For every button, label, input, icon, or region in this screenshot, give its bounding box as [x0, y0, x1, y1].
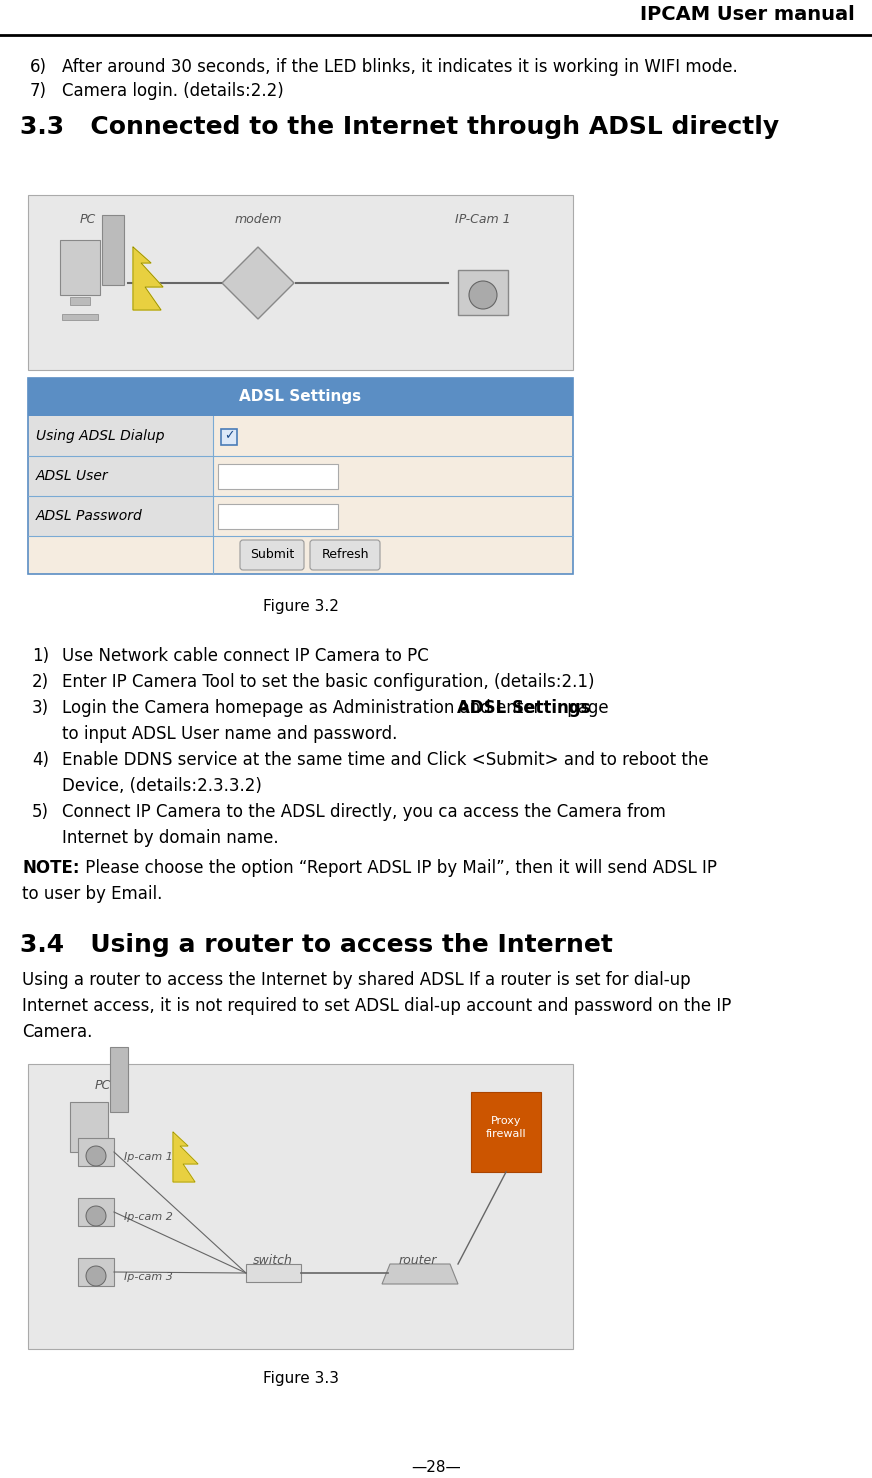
Bar — [78, 1138, 114, 1166]
Bar — [218, 464, 338, 489]
Text: ADSL Password: ADSL Password — [36, 508, 143, 523]
Text: page: page — [562, 699, 609, 717]
Text: to input ADSL User name and password.: to input ADSL User name and password. — [62, 726, 398, 743]
Text: 7): 7) — [30, 81, 47, 101]
Text: PC: PC — [80, 213, 96, 226]
Text: 3.4   Using a router to access the Internet: 3.4 Using a router to access the Interne… — [20, 933, 613, 956]
Text: 6): 6) — [30, 58, 47, 75]
Text: Please choose the option “Report ADSL IP by Mail”, then it will send ADSL IP: Please choose the option “Report ADSL IP… — [80, 859, 717, 876]
Text: Submit: Submit — [250, 548, 294, 562]
Text: ADSL Settings: ADSL Settings — [457, 699, 590, 717]
Text: NOTE:: NOTE: — [22, 859, 79, 876]
Bar — [28, 1064, 573, 1349]
Text: router: router — [399, 1253, 437, 1267]
Text: Login the Camera homepage as Administration and enter: Login the Camera homepage as Administrat… — [62, 699, 546, 717]
Text: Internet by domain name.: Internet by domain name. — [62, 829, 279, 847]
Text: ✓: ✓ — [224, 430, 235, 442]
Bar — [221, 429, 237, 445]
Text: IPCAM User manual: IPCAM User manual — [640, 4, 855, 24]
Bar — [28, 457, 213, 497]
Text: to user by Email.: to user by Email. — [22, 885, 162, 903]
Bar — [78, 1258, 114, 1286]
Bar — [78, 1199, 114, 1225]
Text: 2): 2) — [32, 672, 49, 692]
Text: IP-Cam 1: IP-Cam 1 — [455, 213, 511, 226]
Bar — [78, 1156, 100, 1162]
Text: Enter IP Camera Tool to set the basic configuration, (details:2.1): Enter IP Camera Tool to set the basic co… — [62, 672, 595, 692]
Bar — [60, 239, 100, 296]
Text: ADSL Settings: ADSL Settings — [240, 390, 362, 405]
Text: After around 30 seconds, if the LED blinks, it indicates it is working in WIFI m: After around 30 seconds, if the LED blin… — [62, 58, 738, 75]
Text: 1): 1) — [32, 647, 49, 665]
Text: 4): 4) — [32, 751, 49, 769]
Circle shape — [469, 281, 497, 309]
Bar — [102, 214, 124, 285]
Text: modem: modem — [235, 213, 282, 226]
Circle shape — [86, 1145, 106, 1166]
Text: Ip-cam 1: Ip-cam 1 — [124, 1151, 173, 1162]
Bar — [28, 415, 213, 457]
Text: Camera.: Camera. — [22, 1023, 92, 1041]
Text: Connect IP Camera to the ADSL directly, you ca access the Camera from: Connect IP Camera to the ADSL directly, … — [62, 803, 666, 820]
Circle shape — [86, 1267, 106, 1286]
Bar — [110, 1046, 128, 1111]
FancyBboxPatch shape — [240, 539, 304, 571]
Bar — [458, 270, 508, 315]
Bar — [213, 415, 573, 457]
Bar — [28, 497, 213, 537]
Text: Using ADSL Dialup: Using ADSL Dialup — [36, 429, 165, 443]
Text: PC: PC — [95, 1079, 111, 1092]
Circle shape — [86, 1206, 106, 1225]
Text: Camera login. (details:2.2): Camera login. (details:2.2) — [62, 81, 283, 101]
Bar — [70, 1103, 108, 1151]
Text: Ip-cam 2: Ip-cam 2 — [124, 1212, 173, 1222]
Bar — [28, 537, 573, 573]
FancyBboxPatch shape — [310, 539, 380, 571]
Bar — [246, 1264, 301, 1281]
Text: Enable DDNS service at the same time and Click <Submit> and to reboot the: Enable DDNS service at the same time and… — [62, 751, 709, 769]
Polygon shape — [222, 247, 294, 319]
Text: ADSL User: ADSL User — [36, 469, 109, 483]
Text: Using a router to access the Internet by shared ADSL If a router is set for dial: Using a router to access the Internet by… — [22, 971, 691, 989]
Polygon shape — [173, 1132, 198, 1182]
Text: Refresh: Refresh — [321, 548, 369, 562]
Polygon shape — [133, 247, 163, 310]
Bar — [28, 195, 573, 370]
Text: Ip-cam 3: Ip-cam 3 — [124, 1273, 173, 1281]
Text: 5): 5) — [32, 803, 49, 820]
Text: Figure 3.3: Figure 3.3 — [262, 1372, 338, 1386]
Text: 3): 3) — [32, 699, 49, 717]
Text: 3.3   Connected to the Internet through ADSL directly: 3.3 Connected to the Internet through AD… — [20, 115, 779, 139]
Text: —28—: —28— — [411, 1460, 461, 1475]
Text: Device, (details:2.3.3.2): Device, (details:2.3.3.2) — [62, 777, 262, 795]
Text: Internet access, it is not required to set ADSL dial-up account and password on : Internet access, it is not required to s… — [22, 998, 732, 1015]
Polygon shape — [382, 1264, 458, 1284]
Text: switch: switch — [253, 1253, 293, 1267]
Text: Use Network cable connect IP Camera to PC: Use Network cable connect IP Camera to P… — [62, 647, 429, 665]
Bar — [28, 378, 573, 415]
Text: Figure 3.2: Figure 3.2 — [262, 599, 338, 613]
Text: Proxy: Proxy — [491, 1116, 521, 1126]
Bar — [213, 497, 573, 537]
Text: firewall: firewall — [486, 1129, 527, 1140]
Bar — [471, 1092, 541, 1172]
Bar — [218, 504, 338, 529]
Bar — [70, 297, 90, 304]
Bar — [62, 313, 98, 321]
Bar — [213, 457, 573, 497]
Bar — [28, 378, 573, 573]
